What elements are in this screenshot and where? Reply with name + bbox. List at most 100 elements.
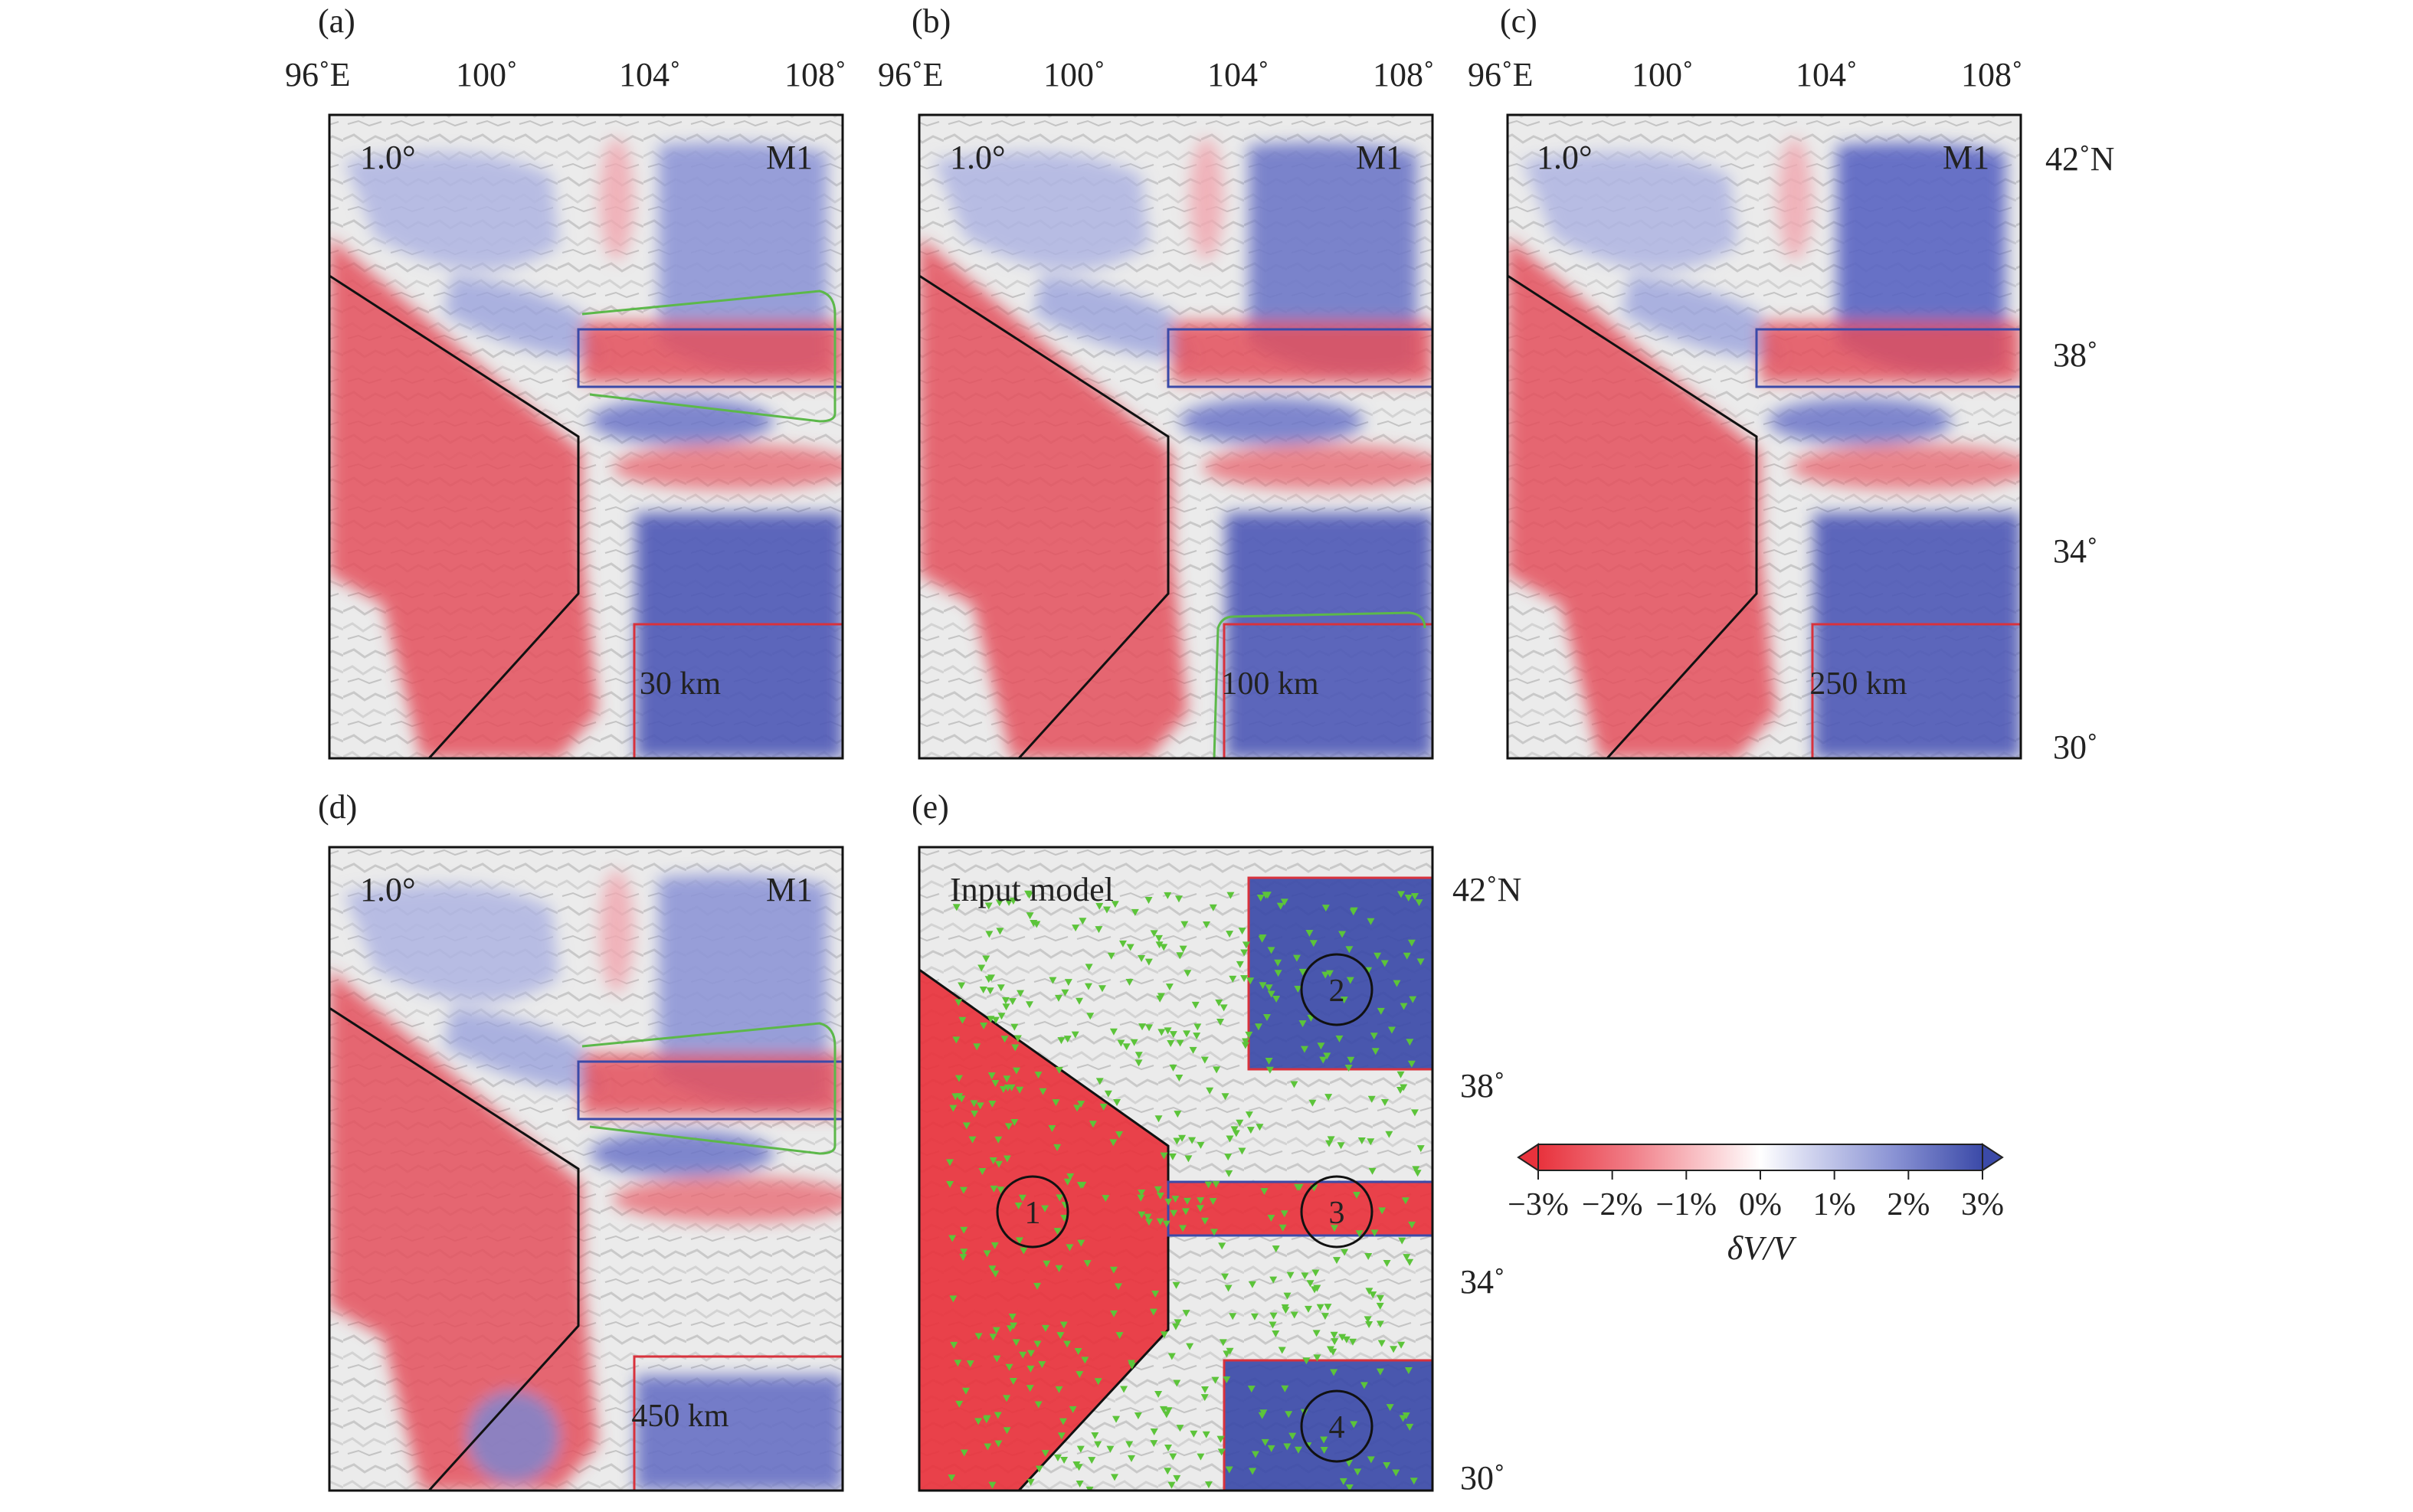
station-marker: [1154, 934, 1163, 942]
station-marker: [960, 1226, 968, 1234]
station-marker: [1056, 1194, 1064, 1202]
station-marker: [1309, 940, 1318, 947]
station-marker: [1010, 1023, 1019, 1031]
slow-sliver: [1190, 138, 1223, 260]
station-marker: [1193, 1033, 1201, 1040]
slow-anomaly-3: [582, 1054, 843, 1115]
station-marker: [1258, 1412, 1266, 1419]
station-marker: [997, 1013, 1006, 1020]
station-marker: [984, 976, 993, 983]
station-marker: [1155, 941, 1164, 949]
station-marker: [1125, 978, 1134, 986]
lon-tick: 108˚: [784, 56, 846, 93]
strip-outline: [1755, 328, 2021, 388]
panel-b-letter: (b): [912, 2, 951, 40]
station-marker: [1055, 1265, 1063, 1272]
fast-anomaly-nw-tail: [444, 1008, 605, 1092]
slow-anomaly-3: [1760, 322, 2021, 383]
stations: [946, 890, 1425, 1491]
station-marker: [1335, 1035, 1344, 1042]
station-marker: [1167, 1481, 1176, 1489]
station-marker: [1054, 994, 1062, 1002]
lat-ticks-bottom: 42˚N 38˚ 34˚ 30˚: [1452, 871, 1521, 1497]
station-marker: [1010, 1119, 1019, 1127]
station-marker: [1179, 945, 1187, 953]
station-marker: [1369, 1291, 1377, 1299]
station-marker: [1200, 1056, 1209, 1064]
station-marker: [1063, 1036, 1072, 1043]
station-marker: [1416, 958, 1425, 966]
station-marker: [1325, 970, 1334, 977]
station-marker: [1288, 1432, 1297, 1440]
station-marker: [1026, 912, 1034, 920]
station-marker: [1018, 1194, 1026, 1202]
map-frame: [918, 846, 1434, 1492]
panel-b-map: [918, 113, 1434, 760]
station-marker: [1095, 926, 1103, 934]
station-marker: [1053, 1454, 1062, 1461]
station-marker: [1408, 1221, 1416, 1229]
station-marker: [946, 1159, 954, 1167]
station-marker: [1160, 1152, 1168, 1160]
station-marker: [973, 1043, 981, 1051]
station-marker: [1154, 1390, 1163, 1398]
station-marker: [1035, 1465, 1043, 1473]
station-marker: [1245, 1111, 1253, 1119]
station-marker: [1095, 1078, 1104, 1085]
station-marker: [1138, 955, 1146, 963]
station-marker: [962, 1122, 971, 1130]
panel-c-letter: (c): [1500, 2, 1537, 40]
station-marker: [1218, 1242, 1226, 1250]
station-marker: [1247, 1386, 1256, 1393]
fast-anomaly-4: [1814, 513, 2021, 758]
station-marker: [1150, 1440, 1158, 1448]
station-marker: [946, 1180, 954, 1188]
station-marker: [1003, 1155, 1011, 1163]
lon-ticks-c: 96˚E 100˚ 104˚ 108˚: [1468, 56, 2023, 93]
station-marker: [1242, 1038, 1250, 1046]
station-marker: [1246, 977, 1255, 985]
station-marker: [1274, 970, 1282, 977]
station-marker: [1377, 1340, 1386, 1347]
station-marker: [1290, 1311, 1298, 1319]
station-marker: [1041, 1205, 1049, 1213]
station-marker: [1009, 1377, 1017, 1385]
smoothing-label: 1.0°: [950, 139, 1006, 176]
station-marker: [1167, 1353, 1176, 1360]
station-marker: [970, 1100, 978, 1108]
station-marker: [1075, 997, 1083, 1005]
smoothing-label: 1.0°: [360, 871, 416, 908]
station-marker: [977, 964, 986, 972]
station-marker: [1406, 1423, 1414, 1431]
station-marker: [1005, 1363, 1013, 1371]
station-marker: [1156, 995, 1164, 1003]
map-frame: [1506, 113, 2022, 760]
station-marker: [999, 1085, 1007, 1093]
station-marker: [1283, 1443, 1292, 1451]
station-marker: [997, 1186, 1005, 1194]
station-marker: [1109, 1139, 1118, 1147]
station-marker: [1000, 1036, 1009, 1043]
anomaly-marker-circle: [1300, 1175, 1373, 1249]
station-marker: [1385, 1131, 1393, 1138]
station-marker: [1171, 1196, 1180, 1203]
station-marker: [1041, 1324, 1049, 1332]
station-marker: [1053, 1228, 1062, 1235]
station-marker: [1415, 899, 1423, 907]
station-marker: [1168, 1153, 1177, 1160]
station-marker: [1174, 1319, 1182, 1327]
station-marker: [1016, 1086, 1024, 1094]
station-marker: [1216, 1019, 1225, 1026]
station-marker: [1349, 908, 1357, 916]
fast-band: [1180, 398, 1364, 444]
block-4-outline: [1223, 623, 1432, 758]
station-marker: [1125, 1441, 1134, 1448]
map-frame: [918, 113, 1434, 760]
station-marker: [952, 1036, 961, 1044]
station-marker: [1390, 1346, 1398, 1353]
panel-d-map: [328, 846, 844, 1492]
station-marker: [1131, 908, 1139, 916]
lon-tick: 96˚E: [878, 56, 944, 93]
station-marker: [1410, 1109, 1419, 1117]
station-marker: [1063, 1340, 1072, 1348]
